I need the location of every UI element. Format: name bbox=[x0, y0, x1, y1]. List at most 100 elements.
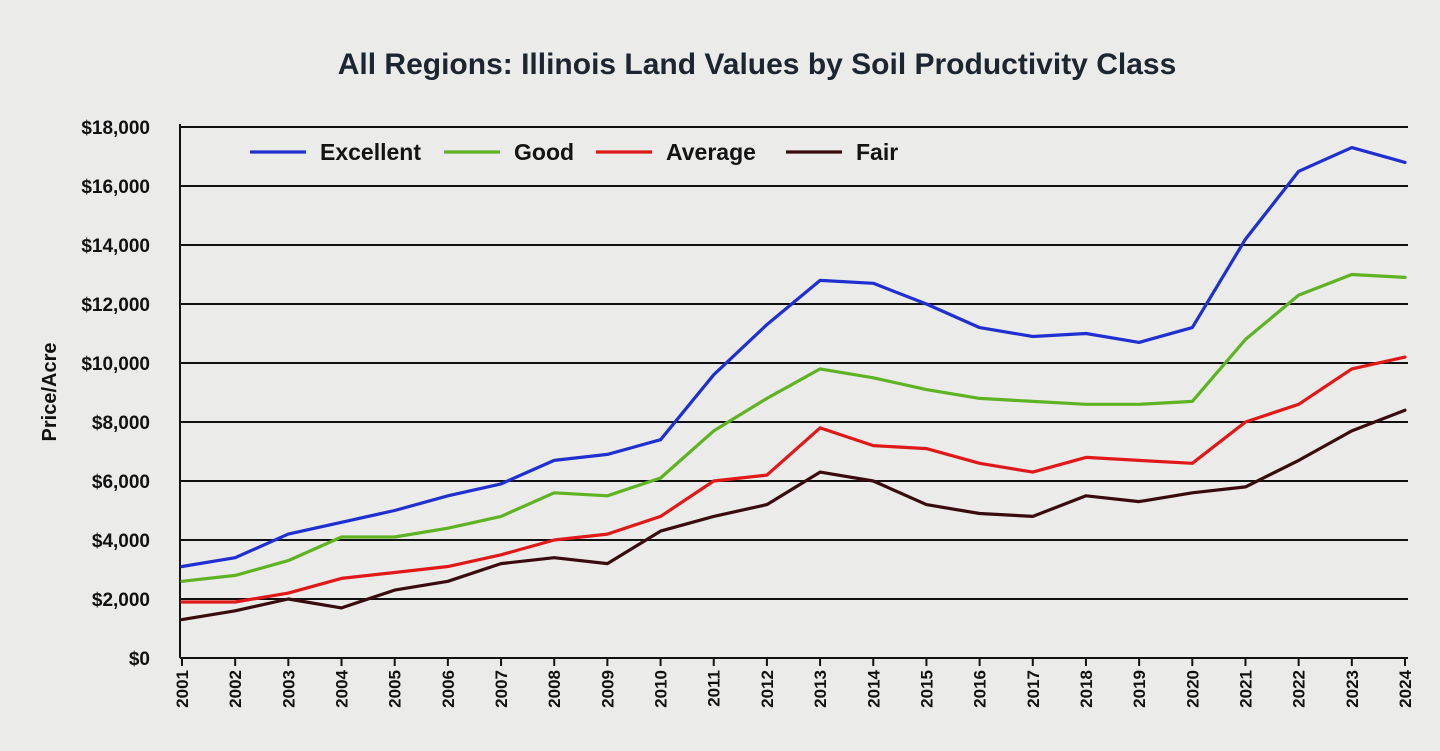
legend-label-average: Average bbox=[666, 139, 756, 165]
legend-label-fair: Fair bbox=[856, 139, 898, 165]
data-point-fair bbox=[551, 555, 557, 561]
y-tick-label: $6,000 bbox=[92, 472, 150, 493]
data-point-good bbox=[285, 558, 291, 564]
data-point-fair bbox=[1136, 499, 1142, 505]
data-point-average bbox=[445, 564, 451, 570]
data-point-excellent bbox=[658, 437, 664, 443]
y-tick-label: $10,000 bbox=[81, 354, 150, 375]
data-point-average bbox=[1189, 460, 1195, 466]
tick-labels: $0 $2,000 $4,000 $6,000 $8,000 $10,000 $12,000… bbox=[81, 118, 1415, 708]
data-point-average bbox=[498, 552, 504, 558]
x-tick-label: 2015 bbox=[917, 670, 936, 708]
x-tick-label: 2019 bbox=[1130, 670, 1149, 708]
data-point-good bbox=[1242, 336, 1248, 342]
data-point-good bbox=[658, 475, 664, 481]
data-point-good bbox=[498, 513, 504, 519]
data-point-good bbox=[551, 490, 557, 496]
data-point-average bbox=[1030, 469, 1036, 475]
data-point-excellent bbox=[870, 280, 876, 286]
data-point-fair bbox=[445, 578, 451, 584]
data-point-average bbox=[339, 575, 345, 581]
data-point-average bbox=[1402, 354, 1408, 360]
legend-label-excellent: Excellent bbox=[320, 139, 421, 165]
data-point-fair bbox=[498, 561, 504, 567]
data-point-excellent bbox=[1296, 168, 1302, 174]
chart-title: All Regions: Illinois Land Values by Soi… bbox=[338, 48, 1177, 81]
data-point-fair bbox=[1296, 457, 1302, 463]
x-tick-label: 2012 bbox=[758, 670, 777, 708]
data-point-fair bbox=[179, 617, 185, 623]
data-point-average bbox=[604, 531, 610, 537]
data-point-excellent bbox=[923, 301, 929, 307]
data-point-good bbox=[1030, 398, 1036, 404]
data-point-good bbox=[870, 375, 876, 381]
data-point-average bbox=[764, 472, 770, 478]
data-point-good bbox=[764, 395, 770, 401]
data-point-average bbox=[1349, 366, 1355, 372]
data-point-excellent bbox=[232, 555, 238, 561]
data-point-excellent bbox=[1242, 236, 1248, 242]
y-tick-label: $8,000 bbox=[92, 413, 150, 434]
series-line-fair bbox=[180, 408, 1407, 622]
y-tick-label: $2,000 bbox=[92, 590, 150, 611]
data-point-excellent bbox=[445, 493, 451, 499]
data-point-average bbox=[817, 425, 823, 431]
data-point-good bbox=[1136, 401, 1142, 407]
legend: Excellent Good Average Fair bbox=[250, 139, 898, 165]
data-point-excellent bbox=[551, 457, 557, 463]
data-point-fair bbox=[392, 587, 398, 593]
x-tick-label: 2008 bbox=[545, 670, 564, 708]
x-tick-label: 2006 bbox=[439, 670, 458, 708]
data-point-excellent bbox=[179, 564, 185, 570]
data-point-excellent bbox=[1136, 339, 1142, 345]
data-point-excellent bbox=[392, 508, 398, 514]
data-point-average bbox=[977, 460, 983, 466]
data-point-excellent bbox=[339, 519, 345, 525]
data-point-excellent bbox=[285, 531, 291, 537]
y-tick-label: $14,000 bbox=[81, 236, 150, 257]
x-tick-label: 2022 bbox=[1290, 670, 1309, 708]
data-point-good bbox=[445, 525, 451, 531]
series-lines bbox=[179, 146, 1408, 623]
x-tick-label: 2009 bbox=[598, 670, 617, 708]
data-point-average bbox=[232, 599, 238, 605]
data-point-average bbox=[711, 478, 717, 484]
x-tick-label: 2020 bbox=[1183, 670, 1202, 708]
data-point-good bbox=[1083, 401, 1089, 407]
series-line-good bbox=[180, 272, 1407, 583]
data-point-excellent bbox=[1083, 331, 1089, 337]
y-tick-label: $0 bbox=[129, 649, 150, 670]
data-point-excellent bbox=[1030, 333, 1036, 339]
data-point-good bbox=[339, 534, 345, 540]
data-point-fair bbox=[1402, 407, 1408, 413]
data-point-fair bbox=[1242, 484, 1248, 490]
data-point-fair bbox=[1083, 493, 1089, 499]
data-point-average bbox=[179, 599, 185, 605]
x-tick-label: 2021 bbox=[1236, 670, 1255, 708]
data-point-good bbox=[977, 395, 983, 401]
x-tick-label: 2017 bbox=[1024, 670, 1043, 708]
data-point-good bbox=[1296, 292, 1302, 298]
data-point-fair bbox=[870, 478, 876, 484]
legend-label-good: Good bbox=[514, 139, 574, 165]
data-point-good bbox=[923, 387, 929, 393]
data-point-fair bbox=[339, 605, 345, 611]
data-point-average bbox=[285, 590, 291, 596]
data-point-fair bbox=[658, 528, 664, 534]
x-tick-label: 2016 bbox=[971, 670, 990, 708]
x-tick-label: 2018 bbox=[1077, 670, 1096, 708]
x-tick-label: 2005 bbox=[386, 670, 405, 708]
data-point-good bbox=[232, 572, 238, 578]
data-point-excellent bbox=[764, 322, 770, 328]
data-point-excellent bbox=[711, 372, 717, 378]
gridlines bbox=[179, 124, 1408, 659]
y-tick-label: $12,000 bbox=[81, 295, 150, 316]
data-point-fair bbox=[1349, 428, 1355, 434]
y-tick-label: $4,000 bbox=[92, 531, 150, 552]
data-point-average bbox=[1083, 454, 1089, 460]
x-tick-label: 2013 bbox=[811, 670, 830, 708]
data-point-fair bbox=[1189, 490, 1195, 496]
data-point-excellent bbox=[1402, 159, 1408, 165]
